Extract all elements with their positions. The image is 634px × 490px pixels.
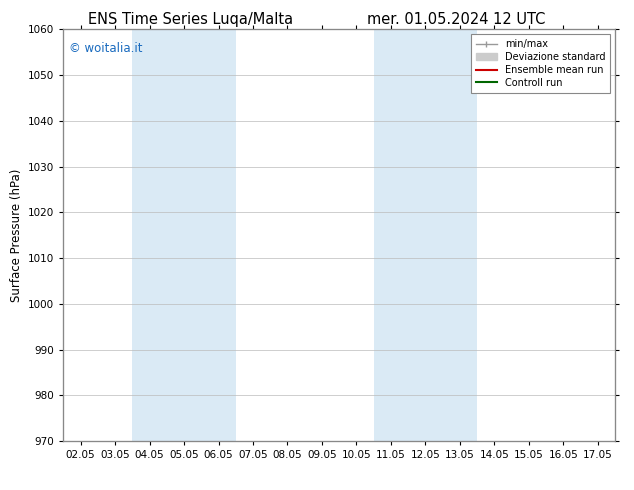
Bar <box>373 29 477 441</box>
Legend: min/max, Deviazione standard, Ensemble mean run, Controll run: min/max, Deviazione standard, Ensemble m… <box>470 34 610 93</box>
Bar <box>133 29 236 441</box>
Text: ENS Time Series Luqa/Malta: ENS Time Series Luqa/Malta <box>87 12 293 27</box>
Text: © woitalia.it: © woitalia.it <box>69 42 143 55</box>
Text: mer. 01.05.2024 12 UTC: mer. 01.05.2024 12 UTC <box>367 12 546 27</box>
Y-axis label: Surface Pressure (hPa): Surface Pressure (hPa) <box>10 169 23 302</box>
